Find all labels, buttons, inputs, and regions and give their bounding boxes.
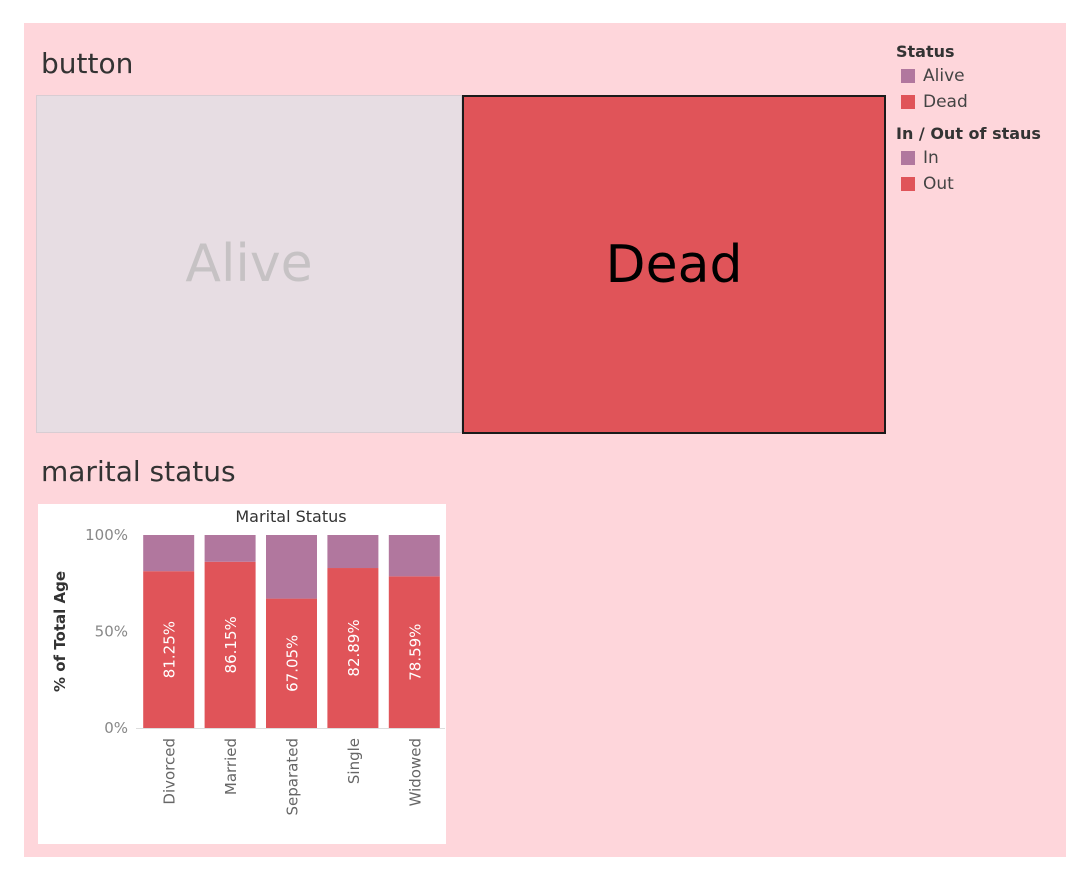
marital-status-chart: Marital Status % of Total Age 0% 50% 100% 81.… (38, 504, 446, 844)
dead-swatch (901, 95, 915, 109)
x-tick-label: Separated (284, 738, 302, 815)
legend-label: Out (923, 174, 954, 194)
x-tick-label: Married (222, 738, 240, 795)
legend-label: In (923, 148, 939, 168)
chart-svg: Marital Status % of Total Age 0% 50% 100% 81.… (51, 507, 445, 815)
bar-value-label: 86.15% (222, 616, 240, 673)
bar-value-label: 67.05% (284, 635, 302, 692)
bar-in-separated (266, 535, 317, 599)
alive-tile-label: Alive (185, 234, 313, 294)
bar-value-label: 81.25% (161, 621, 179, 678)
dead-tile-label: Dead (605, 234, 743, 295)
in-swatch (901, 151, 915, 165)
bar-out-married (204, 561, 256, 728)
x-tick-label: Widowed (406, 738, 424, 806)
alive-tile[interactable]: Alive (36, 95, 462, 433)
dashboard: button Alive Dead Status Alive Dead In /… (24, 23, 1066, 857)
bar-out-divorced (143, 571, 195, 728)
bar-out-single (327, 568, 379, 728)
status-legend-title: Status (896, 42, 955, 61)
legend-label: Dead (923, 92, 968, 112)
bar-value-label: 78.59% (406, 624, 424, 681)
button-section-title: button (41, 47, 134, 80)
inout-legend-title: In / Out of staus (896, 124, 1041, 143)
legend-item-dead[interactable]: Dead (896, 89, 1056, 115)
legend-item-in[interactable]: In (896, 145, 1056, 171)
bar-value-label: 82.89% (345, 619, 363, 676)
out-swatch (901, 177, 915, 191)
x-tick-label: Divorced (161, 738, 179, 805)
y-tick-label: 100% (85, 526, 128, 544)
legend: Status Alive Dead In / Out of staus In O… (896, 41, 1056, 197)
legend-item-alive[interactable]: Alive (896, 63, 1056, 89)
x-tick-label: Single (345, 738, 363, 784)
marital-section-title: marital status (41, 455, 236, 488)
bar-out-widowed (388, 576, 440, 728)
bar-in-single (327, 535, 379, 569)
y-tick-label: 0% (104, 719, 128, 737)
bar-in-married (204, 535, 256, 562)
bar-in-widowed (388, 535, 440, 577)
legend-item-out[interactable]: Out (896, 171, 1056, 197)
dead-tile[interactable]: Dead (462, 95, 886, 434)
bar-out-separated (266, 598, 317, 728)
legend-label: Alive (923, 66, 965, 86)
bar-in-divorced (143, 535, 195, 572)
y-tick-label: 50% (95, 623, 128, 641)
y-axis-label: % of Total Age (51, 571, 69, 692)
alive-swatch (901, 69, 915, 83)
chart-title: Marital Status (235, 507, 346, 526)
